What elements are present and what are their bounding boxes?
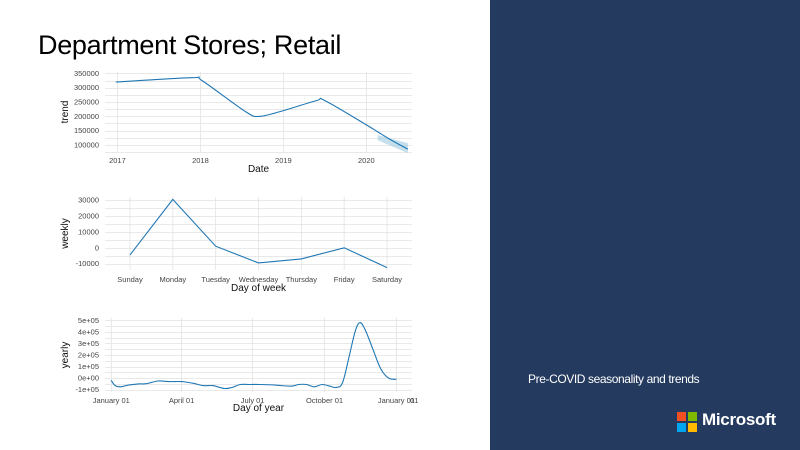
trend-uncertainty-band — [377, 135, 408, 154]
chart-panel-weekly — [105, 197, 412, 270]
logo-square-red — [677, 412, 686, 421]
y-axis-label: trend — [60, 101, 71, 124]
x-tick-label: April 01 — [169, 396, 194, 405]
series-line-yearly — [110, 322, 397, 390]
chart-panel-yearly — [105, 318, 412, 392]
y-tick-label: 3e+05 — [78, 339, 99, 348]
logo-square-blue — [677, 423, 686, 432]
prophet-components-chart: 1000001500002000002500003000003500002017… — [60, 69, 419, 414]
y-tick-label: 350000 — [74, 69, 99, 78]
y-axis-label: yearly — [60, 342, 71, 369]
x-tick-label: 2018 — [192, 156, 209, 165]
x-axis-label: Date — [248, 164, 270, 175]
x-tick-label: Monday — [159, 275, 186, 284]
x-tick-label: 01 — [410, 396, 418, 405]
x-tick-label: October 01 — [306, 396, 343, 405]
x-tick-label: Friday — [334, 275, 355, 284]
y-tick-label: 250000 — [74, 98, 99, 107]
x-tick-label: July 01 — [241, 396, 265, 405]
x-tick-label: Saturday — [372, 275, 402, 284]
y-axis-label: weekly — [60, 218, 71, 250]
x-tick-label: 2020 — [358, 156, 375, 165]
right-panel: Pre-COVID seasonality and trends Microso… — [490, 0, 800, 450]
y-tick-label: 20000 — [78, 212, 99, 221]
y-tick-label: 1e+05 — [78, 362, 99, 371]
y-tick-label: 4e+05 — [78, 327, 99, 336]
y-tick-label: -10000 — [76, 259, 99, 268]
x-axis-label: Day of year — [233, 403, 285, 414]
logo-square-green — [688, 412, 697, 421]
logo-square-yellow — [688, 423, 697, 432]
slide-subtitle: Pre-COVID seasonality and trends — [528, 372, 700, 386]
x-tick-label: 2019 — [275, 156, 292, 165]
y-tick-label: 300000 — [74, 83, 99, 92]
x-axis-label: Day of week — [231, 283, 287, 294]
y-tick-label: 0e+00 — [78, 374, 99, 383]
x-tick-label: 2017 — [109, 156, 126, 165]
y-tick-label: 100000 — [74, 140, 99, 149]
y-tick-label: 2e+05 — [78, 351, 99, 360]
x-tick-label: Sunday — [117, 275, 143, 284]
x-tick-label: January 01 — [93, 396, 130, 405]
slide-title: Department Stores; Retail — [38, 30, 342, 60]
y-tick-label: 10000 — [78, 227, 99, 236]
x-tick-label: Thursday — [286, 275, 318, 284]
x-tick-label: Wednesday — [239, 275, 279, 284]
series-line-weekly — [129, 198, 388, 269]
y-tick-label: 150000 — [74, 126, 99, 135]
y-tick-label: 0 — [95, 243, 99, 252]
y-tick-label: 200000 — [74, 112, 99, 121]
microsoft-wordmark: Microsoft — [702, 410, 776, 429]
series-line-trend — [115, 76, 409, 150]
y-tick-label: -1e+05 — [75, 385, 99, 394]
microsoft-logo-icon — [677, 412, 697, 432]
x-tick-label: January 01 — [378, 396, 415, 405]
y-tick-label: 30000 — [78, 196, 99, 205]
x-tick-label: Tuesday — [201, 275, 230, 284]
chart-panel-trend — [105, 72, 412, 154]
y-tick-label: 5e+05 — [78, 316, 99, 325]
